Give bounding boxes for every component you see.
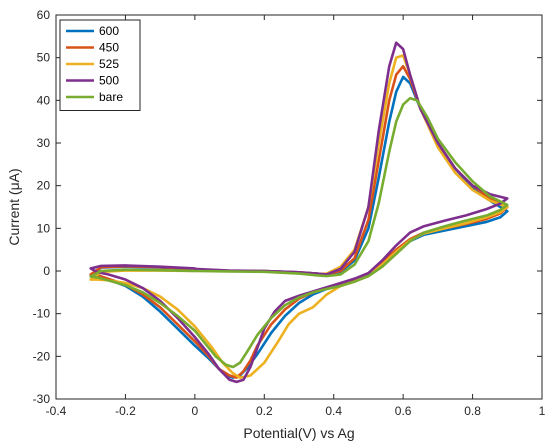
x-tick-label: 1 (539, 404, 546, 418)
axes-layer (55, 14, 543, 400)
y-tick-label: 20 (37, 179, 51, 193)
ticks-layer: -0.4 -0.2 0 0.2 0.4 0.6 0.8 1 -30 -20 -10 0 10 20 30 40… (33, 8, 546, 418)
y-tick-label: 40 (37, 93, 51, 107)
y-tick-label: -10 (33, 307, 51, 321)
x-tick-label: 0.4 (325, 404, 342, 418)
x-tick-label: 0.2 (256, 404, 273, 418)
legend-label-bare: bare (99, 90, 123, 104)
legend-label-450: 450 (99, 41, 119, 55)
y-tick-label: -30 (33, 392, 51, 406)
series-line-450 (89, 64, 509, 379)
x-tick-label: -0.4 (46, 404, 67, 418)
x-tick-label: -0.2 (115, 404, 136, 418)
series-line-525 (89, 54, 509, 379)
y-axis-label: Current (μA) (6, 168, 22, 245)
x-tick-label: 0.8 (464, 404, 481, 418)
y-tick-label: 60 (37, 8, 51, 22)
y-tick-label: -20 (33, 349, 51, 363)
series-layer (89, 41, 509, 384)
x-tick-label: 0.6 (395, 404, 412, 418)
y-tick-label: 10 (37, 221, 51, 235)
legend-label-525: 525 (99, 57, 119, 71)
y-tick-label: 30 (37, 136, 51, 150)
legend: 600 450 525 500 bare (59, 19, 141, 111)
x-axis-label: Potential(V) vs Ag (243, 425, 354, 441)
legend-label-500: 500 (99, 74, 119, 88)
axes-box (55, 14, 543, 400)
y-tick-label: 50 (37, 51, 51, 65)
legend-label-600: 600 (99, 24, 119, 38)
series-line-bare (89, 96, 509, 369)
y-tick-label: 0 (43, 264, 50, 278)
x-tick-label: 0 (192, 404, 199, 418)
